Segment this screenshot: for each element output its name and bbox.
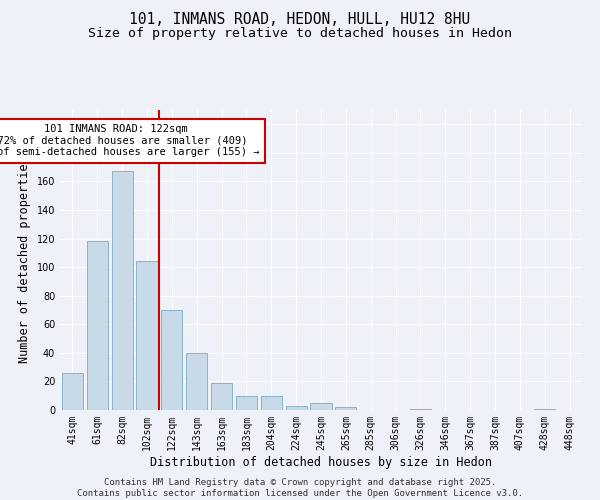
Y-axis label: Number of detached properties: Number of detached properties [18,156,31,364]
Bar [62,373,83,410]
Bar [335,407,356,410]
Bar [410,408,431,410]
Bar [286,406,307,410]
Bar [136,262,158,410]
Bar [310,403,332,410]
Text: Contains HM Land Registry data © Crown copyright and database right 2025.
Contai: Contains HM Land Registry data © Crown c… [77,478,523,498]
Bar [161,310,182,410]
Bar [87,242,108,410]
Bar [112,172,133,410]
Bar [261,396,282,410]
Bar [534,408,555,410]
Text: 101 INMANS ROAD: 122sqm
← 72% of detached houses are smaller (409)
27% of semi-d: 101 INMANS ROAD: 122sqm ← 72% of detache… [0,124,260,158]
Text: Size of property relative to detached houses in Hedon: Size of property relative to detached ho… [88,28,512,40]
Text: 101, INMANS ROAD, HEDON, HULL, HU12 8HU: 101, INMANS ROAD, HEDON, HULL, HU12 8HU [130,12,470,28]
X-axis label: Distribution of detached houses by size in Hedon: Distribution of detached houses by size … [150,456,492,468]
Bar [236,396,257,410]
Bar [186,353,207,410]
Bar [211,383,232,410]
